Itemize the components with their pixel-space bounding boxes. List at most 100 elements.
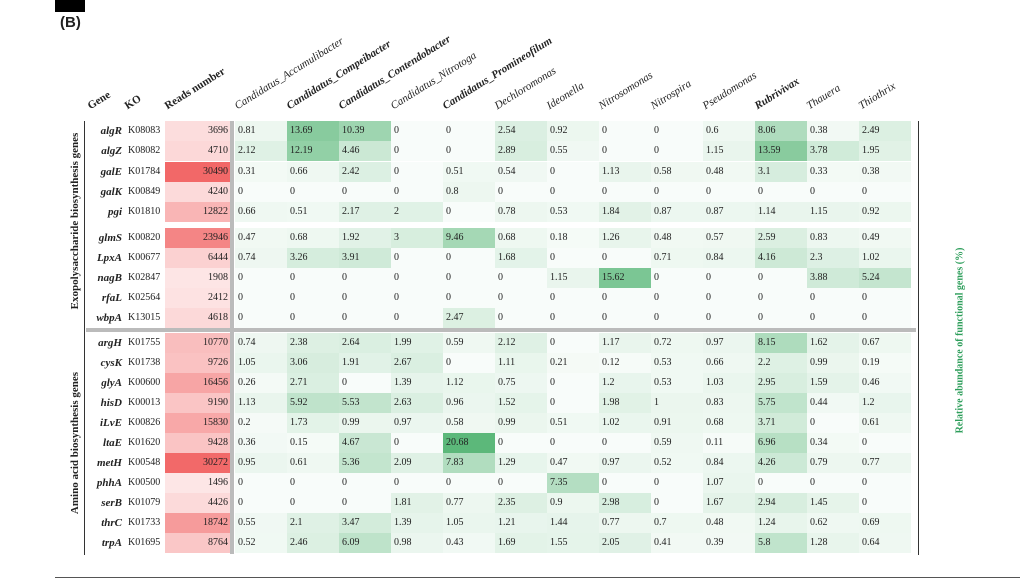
abundance-cell: 0 (651, 308, 703, 328)
gene-label: algR (100, 125, 122, 137)
abundance-cell: 3.1 (755, 162, 807, 182)
abundance-cell: 0.78 (495, 202, 547, 222)
abundance-cell: 0.38 (859, 162, 911, 182)
abundance-cell: 0.67 (859, 333, 911, 353)
abundance-cell: 3.78 (807, 141, 859, 161)
abundance-cell: 0 (339, 473, 391, 493)
abundance-cell: 1.73 (287, 413, 339, 433)
abundance-cell: 0.72 (651, 333, 703, 353)
abundance-cell: 2.09 (391, 453, 443, 473)
abundance-cell: 0.68 (495, 228, 547, 248)
abundance-cell: 2.05 (599, 533, 651, 553)
reads-cell: 12822 (165, 202, 230, 222)
reads-cell: 1496 (165, 473, 230, 493)
column-header: Ideonella (544, 79, 587, 112)
abundance-cell: 13.59 (755, 141, 807, 161)
abundance-cell: 0.53 (651, 353, 703, 373)
abundance-cell: 0 (599, 182, 651, 202)
abundance-cell: 1.11 (495, 353, 547, 373)
abundance-cell: 1.59 (807, 373, 859, 393)
abundance-cell: 1.99 (391, 333, 443, 353)
abundance-cell: 0.9 (547, 493, 599, 513)
abundance-cell: 4.67 (339, 433, 391, 453)
abundance-cell: 0.47 (235, 228, 287, 248)
abundance-cell: 0 (495, 182, 547, 202)
abundance-cell: 1.17 (599, 333, 651, 353)
abundance-cell: 0.18 (547, 228, 599, 248)
abundance-cell: 0.59 (443, 333, 495, 353)
abundance-cell: 4.46 (339, 141, 391, 161)
abundance-cell: 2.59 (755, 228, 807, 248)
ko-label: K08082 (128, 145, 161, 156)
abundance-cell: 0.55 (547, 141, 599, 161)
abundance-cell: 0 (391, 308, 443, 328)
abundance-cell: 1.91 (339, 353, 391, 373)
abundance-cell: 0.8 (443, 182, 495, 202)
abundance-cell: 1.62 (807, 333, 859, 353)
abundance-cell: 0 (443, 473, 495, 493)
abundance-cell: 0 (755, 308, 807, 328)
abundance-cell: 0 (651, 182, 703, 202)
abundance-cell: 0 (287, 182, 339, 202)
left-axis-line (84, 121, 85, 555)
abundance-cell: 1.95 (859, 141, 911, 161)
abundance-cell: 0 (235, 493, 287, 513)
abundance-cell: 2 (391, 202, 443, 222)
abundance-cell: 0 (599, 141, 651, 161)
abundance-cell: 0.48 (703, 162, 755, 182)
abundance-cell: 0 (443, 248, 495, 268)
abundance-cell: 0.44 (807, 393, 859, 413)
column-header: Nitrospira (648, 77, 694, 112)
abundance-cell: 0 (599, 308, 651, 328)
abundance-cell: 1.13 (599, 162, 651, 182)
abundance-cell: 0 (755, 268, 807, 288)
reads-cell: 8764 (165, 533, 230, 553)
abundance-cell: 0 (443, 288, 495, 308)
abundance-cell: 1.07 (703, 473, 755, 493)
ko-label: K00013 (128, 397, 161, 408)
abundance-cell: 0.33 (807, 162, 859, 182)
ko-label: K00849 (128, 186, 161, 197)
abundance-cell: 0 (599, 288, 651, 308)
gene-label: argH (98, 337, 122, 349)
abundance-cell: 0 (495, 268, 547, 288)
abundance-cell: 1.45 (807, 493, 859, 513)
ko-label: K00677 (128, 252, 161, 263)
abundance-cell: 0.91 (651, 413, 703, 433)
abundance-cell: 0 (287, 493, 339, 513)
abundance-cell: 0.66 (703, 353, 755, 373)
abundance-cell: 3.06 (287, 353, 339, 373)
black-marker (55, 0, 85, 12)
ko-label: K00826 (128, 417, 161, 428)
abundance-cell: 0 (235, 182, 287, 202)
abundance-cell: 1.29 (495, 453, 547, 473)
gene-label: glyA (101, 377, 122, 389)
abundance-cell: 0.61 (859, 413, 911, 433)
abundance-cell: 5.53 (339, 393, 391, 413)
abundance-cell: 1.81 (391, 493, 443, 513)
abundance-cell: 0 (391, 288, 443, 308)
reads-cell: 30490 (165, 162, 230, 182)
abundance-cell: 2.46 (287, 533, 339, 553)
abundance-cell: 0.54 (495, 162, 547, 182)
abundance-cell: 1.98 (599, 393, 651, 413)
abundance-cell: 0.47 (547, 453, 599, 473)
abundance-cell: 2.49 (859, 121, 911, 141)
abundance-cell: 0.92 (547, 121, 599, 141)
abundance-cell: 0.2 (235, 413, 287, 433)
abundance-cell: 0 (443, 141, 495, 161)
abundance-cell: 4.26 (755, 453, 807, 473)
reads-cell: 1908 (165, 268, 230, 288)
abundance-cell: 0.12 (599, 353, 651, 373)
abundance-cell: 0.87 (651, 202, 703, 222)
abundance-cell: 0.58 (651, 162, 703, 182)
abundance-cell: 2.1 (287, 513, 339, 533)
abundance-cell: 2.12 (235, 141, 287, 161)
abundance-cell: 0 (807, 308, 859, 328)
abundance-cell: 4.16 (755, 248, 807, 268)
bottom-rule (55, 577, 1020, 578)
abundance-cell: 0.66 (287, 162, 339, 182)
abundance-cell: 0 (599, 473, 651, 493)
abundance-cell: 0.52 (235, 533, 287, 553)
